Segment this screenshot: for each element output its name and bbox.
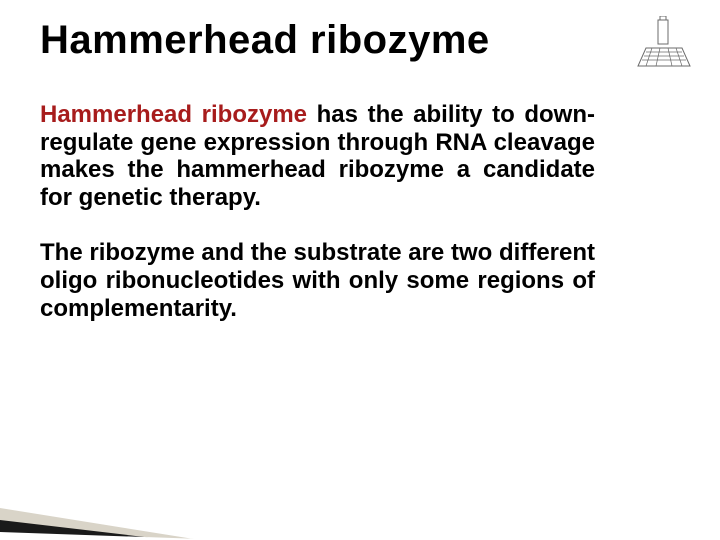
paragraph-1: Hammerhead ribozyme has the ability to d… [40, 101, 595, 211]
paragraph-2-body: The ribozyme and the substrate are two d… [40, 239, 595, 321]
institution-logo [632, 16, 696, 72]
slide-container: Hammerhead ribozyme Hammerhead ribozyme … [0, 0, 720, 540]
paragraph-2: The ribozyme and the substrate are two d… [40, 239, 595, 322]
slide-title: Hammerhead ribozyme [40, 18, 680, 63]
corner-decoration [0, 480, 260, 540]
paragraph-1-lead: Hammerhead ribozyme [40, 101, 307, 128]
